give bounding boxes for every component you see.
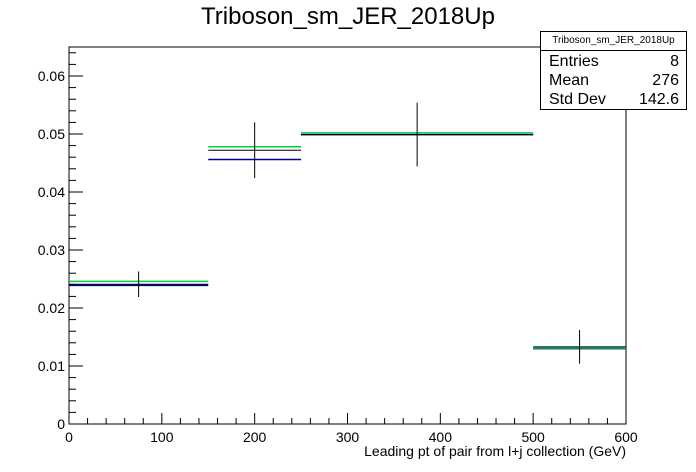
x-tick-label: 0	[65, 429, 73, 445]
x-axis: 0 100 200 300 400 500 600	[65, 413, 638, 445]
y-axis: 0 0.01 0.02 0.03 0.04 0.05 0.06	[38, 52, 83, 432]
stats-title: Triboson_sm_JER_2018Up	[541, 32, 686, 51]
stats-label: Mean	[549, 72, 590, 89]
stats-label: Std Dev	[549, 91, 606, 108]
stats-value: 142.6	[638, 91, 679, 108]
x-tick-label: 200	[243, 429, 267, 445]
x-tick-label: 100	[150, 429, 174, 445]
chart-title: Triboson_sm_JER_2018Up	[201, 3, 495, 30]
x-axis-label: Leading pt of pair from l+j collection (…	[364, 443, 626, 459]
y-tick-label: 0.04	[38, 184, 65, 200]
data-marks	[69, 102, 626, 364]
y-tick-label: 0	[57, 416, 65, 432]
x-tick-label: 500	[521, 429, 545, 445]
y-tick-label: 0.06	[38, 68, 65, 84]
stats-value: 8	[670, 53, 679, 70]
x-tick-label: 400	[429, 429, 453, 445]
x-tick-label: 300	[336, 429, 360, 445]
y-tick-label: 0.02	[38, 300, 65, 316]
y-tick-label: 0.01	[38, 358, 65, 374]
stats-row-stddev: Std Dev 142.6	[549, 90, 679, 110]
stats-box: Triboson_sm_JER_2018Up Entries 8 Mean 27…	[540, 31, 687, 110]
stats-label: Entries	[549, 53, 599, 70]
stats-row-mean: Mean 276	[549, 71, 679, 91]
y-tick-label: 0.05	[38, 126, 65, 142]
y-tick-label: 0.03	[38, 242, 65, 258]
x-tick-label: 600	[614, 429, 638, 445]
stats-row-entries: Entries 8	[549, 52, 679, 72]
stats-value: 276	[652, 72, 679, 89]
